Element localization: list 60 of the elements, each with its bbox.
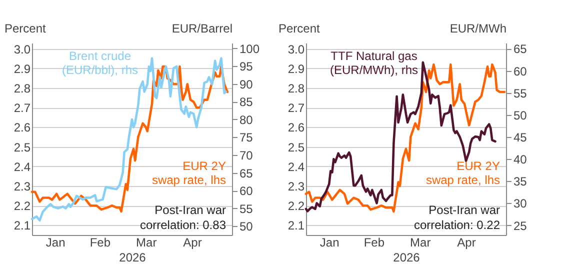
y2-tick-label: 85 [240, 95, 254, 110]
y2-tick-label: 100 [240, 42, 260, 56]
y2-tick-label: 60 [240, 184, 254, 198]
y-tick-label: 2.7 [14, 101, 31, 116]
x-tick-label: Apr [457, 236, 476, 250]
y2-tick-label: 70 [240, 148, 254, 162]
y-tick-label: 2.4 [288, 160, 305, 174]
y2-axis-title: EUR/Barrel [172, 22, 232, 36]
y-tick-label: 2.1 [14, 218, 31, 233]
y-tick-label: 3.0 [14, 42, 31, 56]
y2-tick-label: 45 [514, 130, 528, 145]
x-tick-label: Apr [183, 236, 202, 250]
y2-tick-label: 25 [514, 218, 528, 233]
y2-tick-label: 55 [514, 86, 528, 100]
y2-tick-label: 50 [240, 220, 254, 234]
y-axis-title: Percent [278, 22, 321, 36]
x-axis-title: 2026 [393, 250, 420, 264]
x-tick-label: Feb [364, 236, 385, 250]
y-tick-label: 2.2 [14, 199, 31, 214]
y2-tick-label: 35 [514, 174, 528, 189]
y2-axis-title: EUR/MWh [450, 22, 506, 36]
y-tick-label: 2.9 [14, 62, 31, 76]
y2-tick-label: 80 [240, 112, 254, 127]
annotation: Post-Iran war correlation: 0.83 [140, 203, 226, 232]
series-label: EUR 2Y swap rate, lhs [152, 159, 226, 187]
y2-tick-label: 60 [514, 64, 528, 78]
y-tick-label: 2.9 [288, 62, 305, 76]
y-tick-label: 2.4 [14, 160, 31, 174]
y-tick-label: 2.3 [14, 180, 31, 194]
y-tick-label: 2.6 [288, 120, 305, 135]
y-axis-title: Percent [4, 22, 47, 36]
y-tick-label: 2.8 [288, 82, 305, 96]
x-tick-label: Jan [46, 236, 66, 250]
y-tick-label: 3.0 [288, 42, 305, 56]
y-tick-label: 2.8 [14, 82, 31, 96]
series-label: TTF Natural gas (EUR/MWh), rhs [330, 49, 418, 77]
y-tick-label: 2.5 [288, 140, 305, 154]
x-tick-label: Mar [410, 236, 431, 250]
y-tick-label: 2.3 [288, 180, 305, 194]
y2-tick-label: 95 [240, 60, 254, 74]
y-tick-label: 2.2 [288, 199, 305, 214]
x-tick-label: Jan [320, 236, 340, 250]
annotation: Post-Iran war correlation: 0.22 [414, 203, 500, 232]
x-axis-title: 2026 [119, 250, 146, 264]
x-tick-label: Feb [90, 236, 111, 250]
series-label: Brent crude (EUR/bbl), rhs [62, 49, 138, 77]
y-tick-label: 2.7 [288, 101, 305, 116]
y2-tick-label: 30 [514, 196, 528, 211]
y2-tick-label: 55 [240, 202, 254, 216]
y2-tick-label: 90 [240, 77, 254, 92]
y2-tick-label: 40 [514, 152, 528, 167]
series-label: EUR 2Y swap rate, lhs [426, 159, 500, 187]
y-tick-label: 2.1 [288, 218, 305, 233]
x-tick-label: Mar [136, 236, 157, 250]
y2-tick-label: 75 [240, 130, 254, 145]
y2-tick-label: 65 [240, 166, 254, 180]
y2-tick-label: 65 [514, 42, 528, 56]
y-tick-label: 2.6 [14, 120, 31, 135]
y-tick-label: 2.5 [14, 140, 31, 154]
y2-tick-label: 50 [514, 108, 528, 122]
